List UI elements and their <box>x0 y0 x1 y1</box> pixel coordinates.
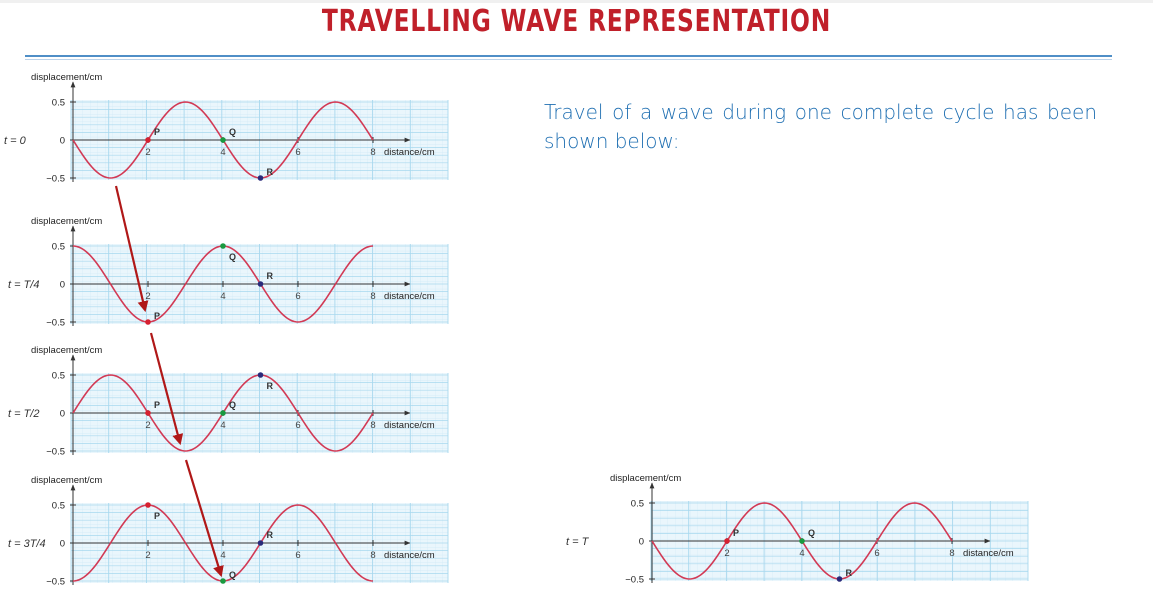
point-R <box>836 576 843 582</box>
time-label: t = T/2 <box>8 408 40 420</box>
x-tick-label: 2 <box>145 550 150 561</box>
y-tick-label: −0.5 <box>46 447 65 458</box>
x-tick-label: 2 <box>145 420 150 431</box>
x-axis-label: distance/cm <box>963 548 1014 559</box>
y-tick-label: 0.5 <box>52 371 65 382</box>
x-tick-label: 2 <box>145 147 150 158</box>
y-tick-label: 0.5 <box>52 242 65 253</box>
y-tick-label: −0.5 <box>625 575 644 586</box>
y-tick-label: −0.5 <box>46 318 65 329</box>
wave-panel-4: displacement/cm distance/cm 0.5 0 −0.5 2 4 6 8 P Q… <box>566 473 1029 586</box>
wave-panel-2: displacement/cm distance/cm 0.5 0 −0.5 2 4 6 8 P Q… <box>8 345 449 458</box>
y-tick-label: 0.5 <box>52 501 65 512</box>
trace-arrow-0 <box>114 185 149 313</box>
x-tick-label: 8 <box>370 147 375 158</box>
point-label-Q: Q <box>229 252 236 262</box>
point-label-P: P <box>154 511 160 521</box>
x-tick-label: 8 <box>949 548 954 559</box>
time-label: t = T <box>566 536 590 548</box>
point-Q <box>220 243 226 249</box>
x-tick-label: 4 <box>220 291 225 302</box>
point-Q <box>220 578 226 584</box>
x-tick-label: 2 <box>145 291 150 302</box>
x-tick-label: 6 <box>295 291 300 302</box>
point-R <box>257 372 264 378</box>
y-tick-label: −0.5 <box>46 174 65 185</box>
trace-arrow-1 <box>149 332 184 446</box>
x-tick-label: 8 <box>370 420 375 431</box>
wave-panel-1: displacement/cm distance/cm 0.5 0 −0.5 2 4 6 8 P Q… <box>8 216 449 329</box>
y-axis-label: displacement/cm <box>31 216 102 227</box>
title-underline-thin <box>25 59 1112 60</box>
x-tick-label: 4 <box>220 147 225 158</box>
y-tick-label: 0 <box>60 539 65 550</box>
x-tick-label: 8 <box>370 550 375 561</box>
y-tick-label: 0.5 <box>52 98 65 109</box>
title-underline <box>25 55 1112 57</box>
top-strip <box>0 0 1153 3</box>
wave-panel-0: displacement/cm distance/cm 0.5 0 −0.5 2 4 6 8 P Q… <box>4 72 449 185</box>
x-tick-label: 6 <box>295 550 300 561</box>
point-R <box>257 281 264 287</box>
point-label-R: R <box>267 530 274 540</box>
point-P <box>145 137 151 143</box>
y-tick-label: 0.5 <box>631 499 644 510</box>
wave-panel-3: displacement/cm distance/cm 0.5 0 −0.5 2 4 6 8 P Q… <box>8 475 449 588</box>
point-label-R: R <box>846 568 853 578</box>
slide-title: TRAVELLING WAVE REPRESENTATION <box>321 4 832 39</box>
point-label-P: P <box>154 311 160 321</box>
point-R <box>257 175 264 181</box>
y-axis-label: displacement/cm <box>31 475 102 486</box>
point-label-Q: Q <box>229 570 236 580</box>
y-axis-label: displacement/cm <box>610 473 681 484</box>
x-tick-label: 6 <box>874 548 879 559</box>
time-label: t = 3T/4 <box>8 538 46 550</box>
point-label-R: R <box>267 381 274 391</box>
point-label-P: P <box>154 400 160 410</box>
point-Q <box>220 410 226 416</box>
x-tick-label: 4 <box>220 550 225 561</box>
x-tick-label: 4 <box>799 548 804 559</box>
y-axis-label: displacement/cm <box>31 72 102 83</box>
y-tick-label: −0.5 <box>46 577 65 588</box>
y-tick-label: 0 <box>639 537 644 548</box>
x-axis-label: distance/cm <box>384 147 435 158</box>
point-label-Q: Q <box>229 127 236 137</box>
x-tick-label: 6 <box>295 420 300 431</box>
point-Q <box>799 538 805 544</box>
y-axis-label: displacement/cm <box>31 345 102 356</box>
trace-arrow-2 <box>184 459 224 578</box>
point-label-P: P <box>154 127 160 137</box>
point-label-R: R <box>267 167 274 177</box>
x-tick-label: 6 <box>295 147 300 158</box>
y-tick-label: 0 <box>60 136 65 147</box>
point-Q <box>220 137 226 143</box>
point-label-R: R <box>267 271 274 281</box>
point-label-Q: Q <box>229 400 236 410</box>
slide-description: Travel of a wave during one complete cyc… <box>544 100 1097 153</box>
x-axis-label: distance/cm <box>384 550 435 561</box>
time-label: t = T/4 <box>8 279 40 291</box>
point-P <box>145 319 151 325</box>
point-label-P: P <box>733 528 739 538</box>
x-tick-label: 8 <box>370 291 375 302</box>
y-tick-label: 0 <box>60 409 65 420</box>
time-label: t = 0 <box>4 135 27 147</box>
x-axis-label: distance/cm <box>384 291 435 302</box>
x-tick-label: 2 <box>724 548 729 559</box>
point-label-Q: Q <box>808 528 815 538</box>
point-R <box>257 540 264 546</box>
x-tick-label: 4 <box>220 420 225 431</box>
x-axis-label: distance/cm <box>384 420 435 431</box>
point-P <box>145 502 151 508</box>
point-P <box>145 410 151 416</box>
point-P <box>724 538 730 544</box>
y-tick-label: 0 <box>60 280 65 291</box>
